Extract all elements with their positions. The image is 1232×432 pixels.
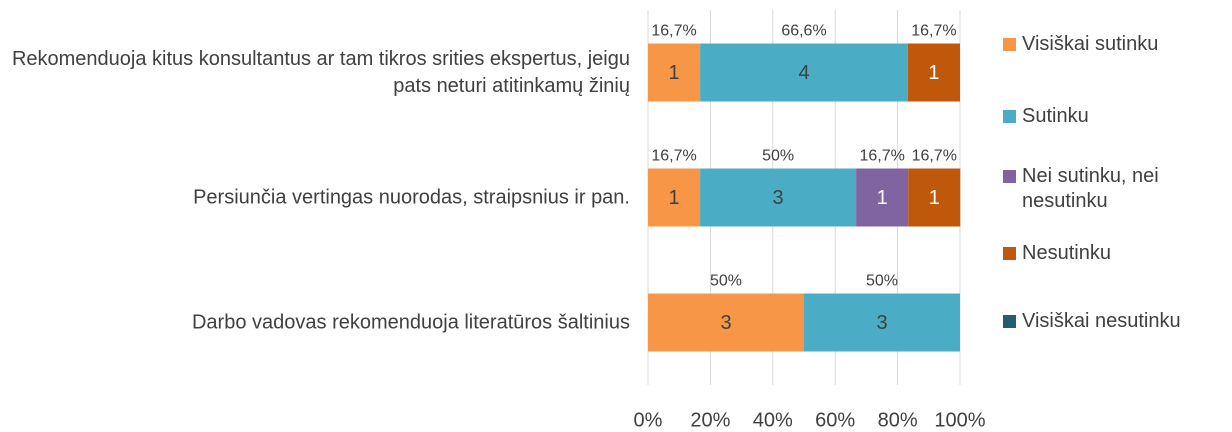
count-label: 1: [877, 187, 888, 209]
bar: [700, 168, 857, 227]
legend-item: Visiškai nesutinku: [1003, 309, 1227, 334]
legend-swatch: [1003, 315, 1016, 328]
bar: [700, 43, 908, 102]
legend-label: Nesutinku: [1022, 242, 1111, 264]
value-label: 50%: [762, 148, 794, 165]
legend-swatch: [1003, 110, 1016, 123]
x-tick-label: 100%: [934, 409, 985, 431]
value-label: 16,7%: [651, 148, 696, 165]
legend-item: Nei sutinku, nei nesutinku: [1003, 164, 1227, 214]
count-label: 1: [929, 187, 940, 209]
legend-label: Visiškai sutinku: [1022, 33, 1159, 55]
legend-label: Visiškai nesutinku: [1022, 310, 1181, 332]
x-tick-label: 0%: [634, 409, 663, 431]
bar: [908, 168, 961, 227]
count-label: 1: [668, 187, 679, 209]
value-label: 66,6%: [781, 23, 826, 40]
legend-swatch: [1003, 38, 1016, 51]
value-label: 16,7%: [912, 148, 957, 165]
category-label: Persiunčia vertingas nuorodas, straipsni…: [193, 186, 630, 208]
count-label: 3: [876, 312, 887, 334]
count-label: 1: [668, 62, 679, 84]
count-label: 1: [928, 62, 939, 84]
bar: [856, 168, 909, 227]
count-label: 3: [773, 187, 784, 209]
legend-swatch: [1003, 170, 1016, 183]
count-label: 4: [798, 62, 809, 84]
legend-item: Sutinku: [1003, 104, 1227, 129]
bar: [648, 43, 701, 102]
value-label: 16,7%: [911, 23, 956, 40]
bar: [648, 168, 701, 227]
bar: [804, 293, 960, 352]
value-label: 50%: [866, 273, 898, 290]
legend-label: Nei sutinku, nei nesutinku: [1022, 165, 1159, 212]
value-label: 50%: [710, 273, 742, 290]
legend-label: Sutinku: [1022, 105, 1089, 127]
count-label: 3: [720, 312, 731, 334]
bar: [648, 293, 804, 352]
x-tick-label: 80%: [878, 409, 918, 431]
x-tick-label: 20%: [690, 409, 730, 431]
category-label: Darbo vadovas rekomenduoja literatūros š…: [191, 311, 630, 333]
bar: [907, 43, 960, 102]
legend-item: Visiškai sutinku: [1003, 32, 1227, 57]
value-label: 16,7%: [859, 148, 904, 165]
legend-swatch: [1003, 247, 1016, 260]
value-label: 16,7%: [651, 23, 696, 40]
x-tick-label: 60%: [815, 409, 855, 431]
category-label: Rekomenduoja kitus konsultantus ar tam t…: [11, 47, 630, 97]
x-tick-label: 40%: [753, 409, 793, 431]
legend-item: Nesutinku: [1003, 241, 1227, 266]
